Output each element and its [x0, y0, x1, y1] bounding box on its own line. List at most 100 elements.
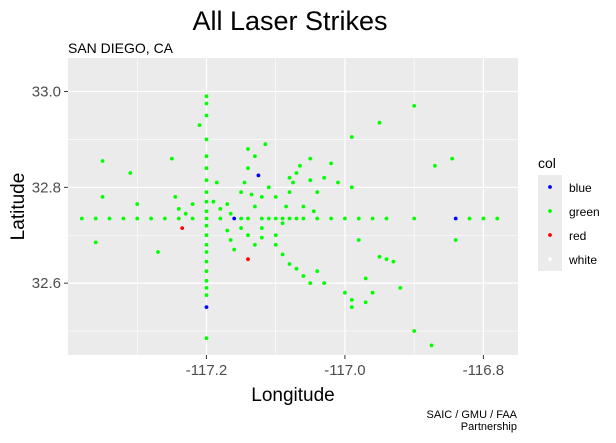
- data-point-green: [308, 156, 313, 161]
- data-point-green: [239, 190, 244, 195]
- data-point-blue: [256, 173, 261, 178]
- data-point-green: [218, 216, 223, 221]
- data-point-red: [180, 226, 185, 231]
- data-point-green: [93, 240, 98, 245]
- data-point-green: [284, 204, 288, 209]
- data-point-green: [204, 178, 209, 183]
- data-point-green: [349, 135, 354, 139]
- x-tick-label: -116.8: [463, 362, 504, 379]
- data-point-green: [218, 207, 223, 211]
- data-point-green: [204, 216, 209, 221]
- chart-title: All Laser Strikes: [192, 6, 388, 36]
- data-point-green: [311, 209, 316, 214]
- y-axis: 32.6 32.8 33.0: [32, 84, 68, 292]
- major-gridlines: [68, 58, 518, 355]
- data-point-green: [135, 202, 140, 207]
- data-point-green: [190, 202, 195, 207]
- data-point-green: [204, 293, 209, 297]
- data-point-green: [100, 159, 105, 163]
- data-point-green: [301, 274, 306, 278]
- data-point-green: [183, 211, 188, 216]
- data-point-green: [356, 238, 361, 242]
- data-point-green: [336, 180, 340, 185]
- data-point-green: [239, 226, 244, 231]
- data-point-green: [495, 216, 500, 221]
- data-point-green: [204, 223, 209, 228]
- data-point-green: [287, 262, 292, 266]
- data-point-green: [259, 195, 264, 199]
- data-point-green: [204, 199, 209, 204]
- data-point-green: [266, 185, 271, 190]
- data-point-green: [412, 104, 417, 108]
- data-point-green: [377, 254, 382, 259]
- data-point-green: [190, 216, 195, 221]
- data-point-blue: [453, 216, 458, 221]
- data-point-green: [322, 281, 327, 285]
- data-point-green: [253, 154, 257, 159]
- data-point-green: [176, 207, 181, 211]
- data-point-green: [301, 204, 306, 209]
- data-point-green: [204, 137, 209, 142]
- data-point-green: [128, 171, 133, 175]
- data-point-green: [79, 216, 84, 221]
- data-point-green: [246, 147, 250, 151]
- data-point-green: [273, 195, 278, 199]
- data-point-green: [225, 228, 230, 233]
- data-point-green: [384, 257, 389, 262]
- data-point-green: [156, 250, 160, 254]
- data-point-green: [356, 216, 361, 221]
- data-point-green: [197, 123, 202, 127]
- data-point-green: [273, 242, 278, 247]
- data-point-green: [377, 120, 382, 125]
- data-point-green: [100, 195, 105, 199]
- data-point-green: [273, 216, 278, 221]
- data-point-green: [204, 278, 209, 283]
- x-axis: -117.2 -117.0 -116.8: [186, 355, 504, 379]
- data-point-green: [412, 329, 417, 333]
- data-point-green: [370, 290, 375, 295]
- data-point-green: [149, 216, 154, 221]
- data-point-green: [204, 101, 209, 106]
- data-point-green: [294, 216, 299, 221]
- data-point-green: [349, 185, 354, 190]
- data-point-green: [429, 343, 434, 348]
- data-point-green: [453, 238, 458, 242]
- data-point-green: [214, 180, 219, 185]
- data-point-green: [467, 216, 472, 221]
- data-point-green: [204, 269, 209, 274]
- data-point-green: [315, 269, 320, 274]
- data-point-green: [249, 192, 254, 197]
- data-point-green: [259, 226, 264, 231]
- data-point-green: [298, 163, 302, 168]
- data-point-green: [242, 180, 247, 185]
- data-point-green: [204, 233, 209, 238]
- data-point-green: [349, 305, 354, 309]
- data-point-green: [349, 298, 354, 302]
- data-point-green: [273, 233, 278, 238]
- data-point-blue: [204, 305, 209, 309]
- legend-symbol-green: [548, 209, 552, 213]
- data-point-green: [287, 216, 292, 221]
- data-point-green: [246, 233, 250, 238]
- data-point-green: [329, 161, 333, 166]
- data-point-green: [294, 171, 299, 175]
- data-point-green: [163, 216, 167, 221]
- data-point-green: [287, 175, 292, 180]
- data-point-green: [315, 190, 320, 195]
- data-point-green: [204, 336, 209, 341]
- data-point-green: [204, 242, 209, 247]
- legend-title: col: [538, 155, 556, 171]
- data-point-green: [301, 216, 306, 221]
- legend-symbol-blue: [548, 185, 552, 189]
- chart-caption: SAIC / GMU / FAA Partnership: [427, 409, 517, 433]
- data-point-green: [343, 216, 347, 221]
- data-point-green: [253, 242, 257, 247]
- data-point-green: [481, 216, 486, 221]
- data-point-green: [384, 216, 389, 221]
- x-tick-label: -117.2: [186, 362, 227, 379]
- data-point-green: [204, 190, 209, 195]
- data-point-green: [211, 199, 216, 204]
- data-point-blue: [232, 216, 237, 221]
